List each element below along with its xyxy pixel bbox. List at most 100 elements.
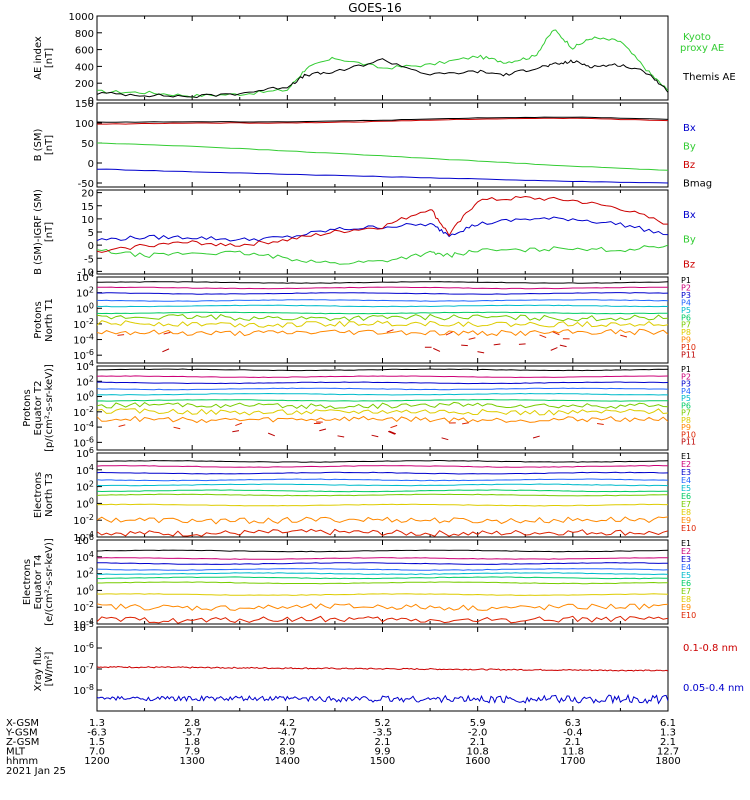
y-tick-label: 106	[76, 446, 94, 460]
y-tick-label: 10-7	[73, 662, 94, 676]
y-tick-label: 10-6	[73, 435, 94, 449]
y-tick-label: -50	[78, 179, 94, 190]
channel-legend-p8: P8	[681, 416, 691, 425]
channel-legend-p8: P8	[681, 328, 691, 337]
series-line-bx	[97, 216, 668, 242]
plot-title: GOES-16	[348, 1, 402, 15]
series-line-bx	[97, 168, 668, 184]
orbit-value: 9.9	[375, 747, 391, 758]
channel-line-e7	[97, 493, 668, 497]
channel-legend-e1: E1	[681, 539, 691, 548]
y-tick-label: 0	[88, 241, 94, 252]
y-axis-label: B (SM)-IGRF (SM)[nT]	[33, 189, 55, 275]
y-tick-label: -10	[78, 267, 94, 278]
channel-line-e9	[97, 516, 668, 525]
channel-legend-e9: E9	[681, 516, 691, 525]
orbit-value: 10.8	[467, 747, 489, 758]
legend-entry: Bz	[683, 160, 695, 171]
y-tick-label: 800	[75, 29, 94, 40]
orbit-value: 6.1	[660, 718, 676, 729]
channel-line-p10	[118, 424, 126, 428]
panel-2: 150 100 50 0 -50 B (SM)[nT] Bx By Bz Bmag	[33, 99, 712, 190]
y-tick-label: 1000	[69, 12, 94, 23]
channel-line-p11	[441, 437, 449, 441]
legend-entry: By	[683, 235, 696, 246]
orbit-value: 1800	[655, 756, 680, 767]
panel-1: 1000 800 600 400 200 0 AE index[nT] Kyoto proxy …	[33, 12, 736, 107]
channel-line-e5	[97, 483, 668, 487]
y-tick-label: 20	[81, 189, 94, 200]
channel-legend-e4: E4	[681, 476, 691, 485]
channel-legend-e8: E8	[681, 508, 691, 517]
y-tick-label: 104	[76, 359, 94, 373]
orbit-value: 5.2	[375, 718, 391, 729]
panel-frame	[96, 102, 669, 188]
y-tick-label: 102	[76, 374, 94, 388]
channel-legend-e9: E9	[681, 603, 691, 612]
panel-frame	[96, 189, 669, 275]
y-tick-label: 0	[88, 159, 94, 170]
orbit-table: X-GSM 1.3 2.8 4.2 5.2 5.9 6.3 6.1 Y-GSM -6.3 -5.7 -…	[5, 718, 681, 767]
channel-line-e6	[97, 489, 668, 493]
y-tick-label: 100	[76, 301, 94, 315]
series-line-bmag	[97, 116, 668, 123]
channel-legend-p2: P2	[681, 372, 691, 381]
y-tick-label: -5	[84, 254, 94, 265]
channel-line-p6	[97, 398, 668, 402]
orbit-row-label: MLT	[6, 747, 26, 758]
series-line-themis-ae	[97, 58, 668, 99]
xray-line-short	[97, 693, 668, 705]
y-axis-label: ElectronsEquator T4[e/(cm²-s-sr-keV)]	[22, 538, 55, 626]
orbit-value: 2.1	[565, 737, 581, 748]
channel-line-e8	[97, 503, 668, 507]
y-tick-label: 15	[81, 202, 94, 213]
orbit-value: 2.0	[279, 737, 295, 748]
channel-line-p11	[319, 428, 327, 432]
orbit-row-label: Z-GSM	[6, 737, 39, 748]
y-axis-label: ProtonsNorth T1	[33, 298, 55, 342]
legend-entry: Kyoto proxy AE	[680, 32, 724, 54]
orbit-value: 1.3	[660, 728, 676, 739]
channel-line-e8	[97, 593, 668, 596]
orbit-row-label: hhmm	[6, 756, 38, 767]
legend-entry: 0.05-0.4 nm	[683, 683, 744, 694]
channel-line-p11	[388, 430, 396, 435]
channel-line-p10	[468, 337, 476, 340]
channel-line-p10	[462, 422, 469, 425]
channel-line-p6	[97, 311, 668, 315]
channel-legend-e3: E3	[681, 555, 691, 564]
orbit-value: 11.8	[562, 747, 584, 758]
y-tick-label: 5	[88, 228, 94, 239]
channel-legend-e3: E3	[681, 468, 691, 477]
channel-legend-p9: P9	[681, 423, 691, 432]
y-tick-label: 10-5	[73, 620, 94, 634]
channel-line-p11	[532, 435, 540, 439]
y-tick-label: 10	[81, 215, 94, 226]
xray-line-long	[97, 665, 668, 672]
channel-line-e4	[97, 478, 668, 482]
channel-legend-p10: P10	[681, 343, 696, 352]
y-tick-label: 0	[88, 96, 94, 107]
channel-legend-p4: P4	[681, 387, 691, 396]
orbit-value: -4.7	[278, 728, 298, 739]
y-tick-label: 106	[76, 533, 94, 547]
y-tick-label: 104	[76, 550, 94, 564]
y-tick-label: 150	[75, 99, 94, 110]
channel-legend-p2: P2	[681, 283, 691, 292]
channel-line-p4	[97, 299, 668, 302]
channel-legend-p5: P5	[681, 306, 691, 315]
orbit-value: 1200	[84, 756, 109, 767]
y-tick-label: 104	[76, 270, 94, 284]
channel-legend-e2: E2	[681, 547, 691, 556]
channel-line-p5	[97, 392, 668, 396]
channel-line-p11	[371, 434, 379, 438]
channel-line-p10	[620, 334, 628, 338]
y-tick-label: 200	[75, 79, 94, 90]
orbit-value: 1.5	[89, 737, 105, 748]
channel-line-p7	[97, 313, 668, 322]
orbit-value: 2.8	[184, 718, 200, 729]
channel-line-p10	[390, 424, 398, 429]
channel-legend-e2: E2	[681, 460, 691, 469]
channel-line-e9	[97, 603, 668, 611]
y-axis-label: B (SM)[nT]	[33, 128, 55, 161]
